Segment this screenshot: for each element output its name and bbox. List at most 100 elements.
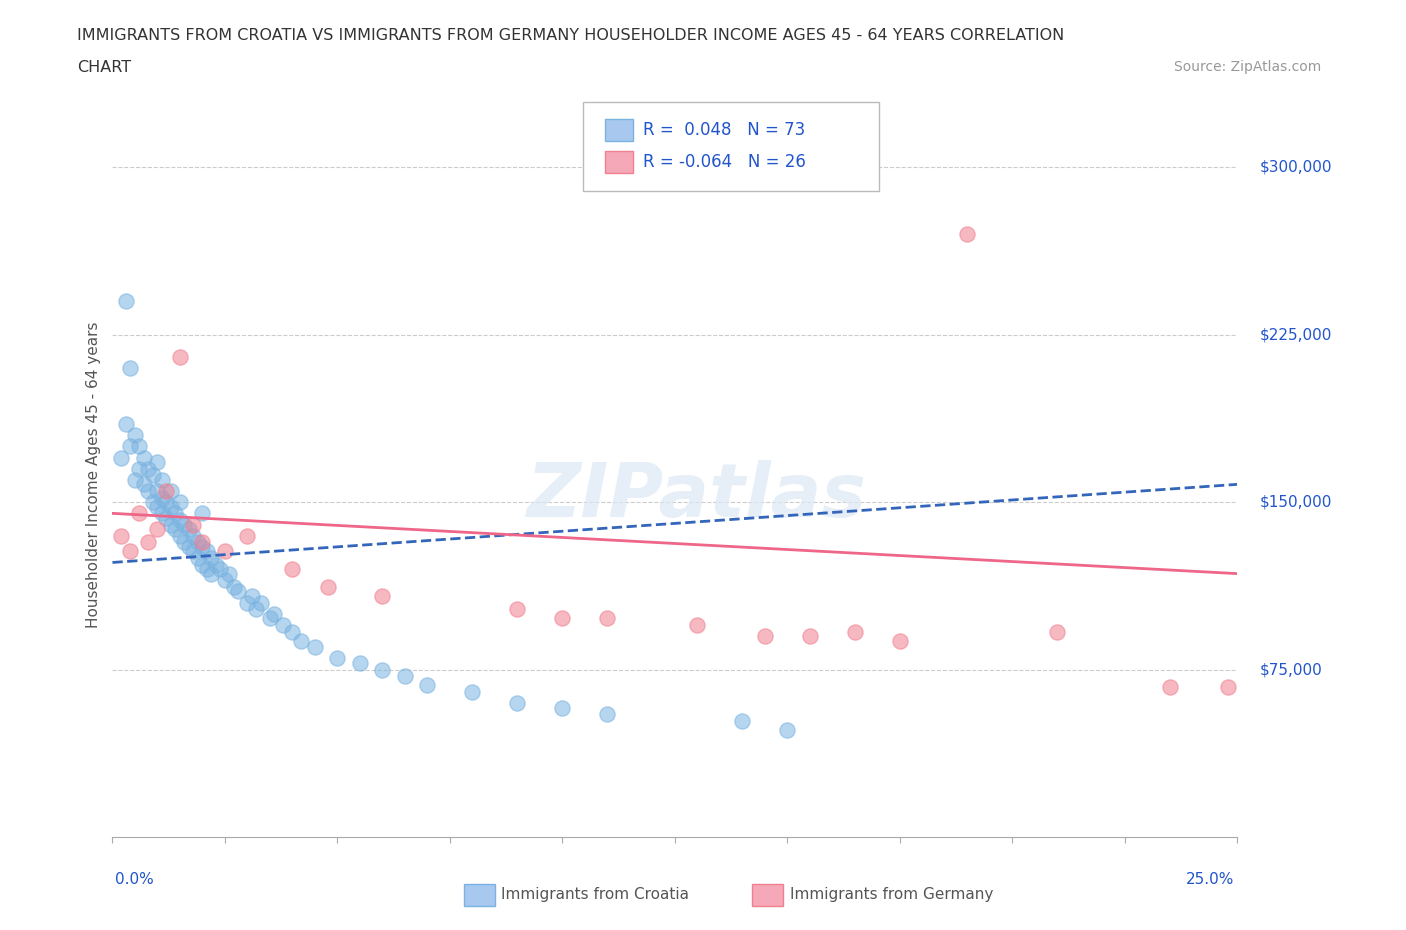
Point <box>132 477 155 492</box>
Point <box>155 511 177 525</box>
Point <box>138 461 160 476</box>
Text: $150,000: $150,000 <box>1260 495 1331 510</box>
Point <box>115 417 138 432</box>
Point <box>191 506 214 521</box>
Point <box>195 562 218 577</box>
Point <box>142 495 165 510</box>
Point <box>236 595 259 610</box>
Point <box>506 696 529 711</box>
Point <box>506 602 529 617</box>
Point <box>263 606 285 621</box>
Point <box>281 562 304 577</box>
Point <box>371 662 394 677</box>
Point <box>110 528 132 543</box>
Point <box>160 499 183 514</box>
Point <box>120 544 142 559</box>
Point <box>222 579 245 594</box>
Text: Immigrants from Germany: Immigrants from Germany <box>790 887 994 902</box>
Point <box>165 506 187 521</box>
Text: $75,000: $75,000 <box>1260 662 1323 677</box>
Point <box>236 528 259 543</box>
Point <box>173 517 195 532</box>
Point <box>128 439 150 454</box>
Point <box>183 528 205 543</box>
Text: Immigrants from Croatia: Immigrants from Croatia <box>501 887 689 902</box>
Point <box>155 495 177 510</box>
Point <box>120 439 142 454</box>
Text: R =  0.048   N = 73: R = 0.048 N = 73 <box>643 121 804 140</box>
Point <box>290 633 312 648</box>
Point <box>173 535 195 550</box>
Point <box>191 535 214 550</box>
Point <box>209 562 232 577</box>
Point <box>318 579 340 594</box>
Point <box>200 551 222 565</box>
Point <box>218 566 240 581</box>
Text: IMMIGRANTS FROM CROATIA VS IMMIGRANTS FROM GERMANY HOUSEHOLDER INCOME AGES 45 - : IMMIGRANTS FROM CROATIA VS IMMIGRANTS FR… <box>77 28 1064 43</box>
Point <box>1046 624 1069 639</box>
Point <box>128 461 150 476</box>
Point <box>228 584 250 599</box>
Point <box>183 517 205 532</box>
Point <box>169 528 191 543</box>
Point <box>191 539 214 554</box>
Text: R = -0.064   N = 26: R = -0.064 N = 26 <box>643 153 806 171</box>
Point <box>596 707 619 722</box>
Point <box>115 294 138 309</box>
Point <box>146 484 169 498</box>
Point <box>1159 680 1181 695</box>
Point <box>731 713 754 728</box>
Y-axis label: Householder Income Ages 45 - 64 years: Householder Income Ages 45 - 64 years <box>86 321 101 628</box>
Point <box>200 566 222 581</box>
Point <box>273 618 295 632</box>
Point <box>844 624 866 639</box>
Point <box>110 450 132 465</box>
Text: $225,000: $225,000 <box>1260 327 1331 342</box>
Point <box>187 535 209 550</box>
Point <box>551 611 574 626</box>
Point <box>183 544 205 559</box>
Text: ZIPatlas: ZIPatlas <box>527 459 868 533</box>
Point <box>150 506 173 521</box>
Point <box>1218 680 1240 695</box>
Point <box>169 350 191 365</box>
Point <box>889 633 911 648</box>
Point <box>138 535 160 550</box>
Point <box>155 484 177 498</box>
Point <box>214 544 236 559</box>
Point <box>195 544 218 559</box>
Point <box>250 595 273 610</box>
Point <box>146 522 169 537</box>
Text: 0.0%: 0.0% <box>115 872 155 887</box>
Point <box>132 450 155 465</box>
Text: 25.0%: 25.0% <box>1187 872 1234 887</box>
Point <box>349 656 371 671</box>
Point <box>165 522 187 537</box>
Point <box>214 573 236 588</box>
Point <box>754 629 776 644</box>
Point <box>551 700 574 715</box>
Point <box>304 640 326 655</box>
Point <box>146 455 169 470</box>
Point <box>177 522 200 537</box>
Point <box>416 678 439 693</box>
Point <box>461 684 484 699</box>
Text: $300,000: $300,000 <box>1260 160 1333 175</box>
Point <box>281 624 304 639</box>
Point <box>128 506 150 521</box>
Point <box>191 557 214 572</box>
Point <box>686 618 709 632</box>
Point <box>245 602 267 617</box>
Point <box>146 499 169 514</box>
Point <box>150 490 173 505</box>
Point <box>138 484 160 498</box>
Point <box>205 557 228 572</box>
Point <box>124 472 146 487</box>
Point <box>240 589 263 604</box>
Point <box>371 589 394 604</box>
Point <box>956 227 979 242</box>
Point <box>326 651 349 666</box>
Point <box>169 512 191 527</box>
Text: CHART: CHART <box>77 60 131 75</box>
Point <box>150 472 173 487</box>
